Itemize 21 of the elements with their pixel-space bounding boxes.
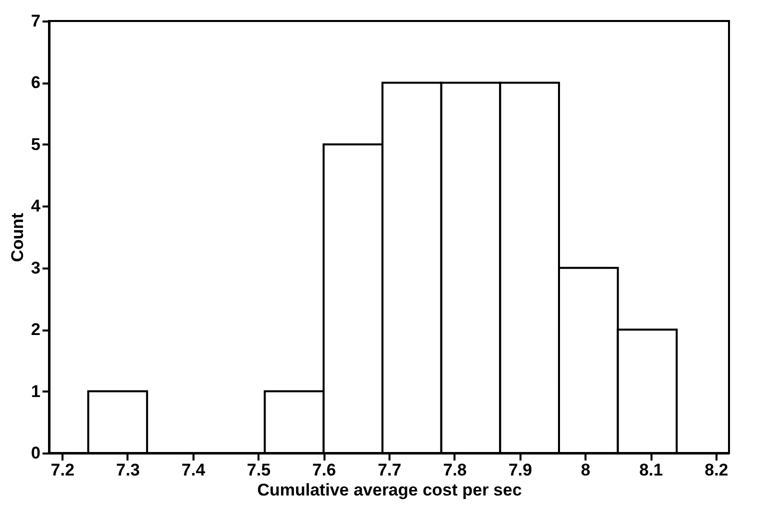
x-tick-label: 7.8 [443,460,467,480]
x-tick-label: 7.9 [508,460,532,480]
x-tick-label: 7.5 [246,460,271,480]
x-tick-label: 7.2 [50,460,74,480]
y-tick-label: 3 [31,258,40,278]
y-tick-label: 4 [31,196,42,216]
x-tick-label: 7.7 [378,460,402,480]
y-tick-label: 6 [31,73,40,92]
y-tick-label: 0 [31,444,40,462]
x-tick-label: 8.1 [639,460,663,480]
x-tick-label: 8.2 [704,460,728,480]
x-axis-title: Cumulative average cost per sec [257,480,522,500]
y-tick-label: 5 [31,134,40,154]
x-tick-label: 7.4 [182,460,206,480]
y-tick-label: 2 [31,320,40,340]
x-tick-label: 7.3 [116,460,140,480]
x-tick-label: 8 [580,460,590,480]
y-tick-label: 7 [31,12,40,30]
x-tick-label: 7.6 [312,460,336,480]
y-axis-title: Count [8,212,28,262]
y-tick-label: 1 [31,382,40,401]
